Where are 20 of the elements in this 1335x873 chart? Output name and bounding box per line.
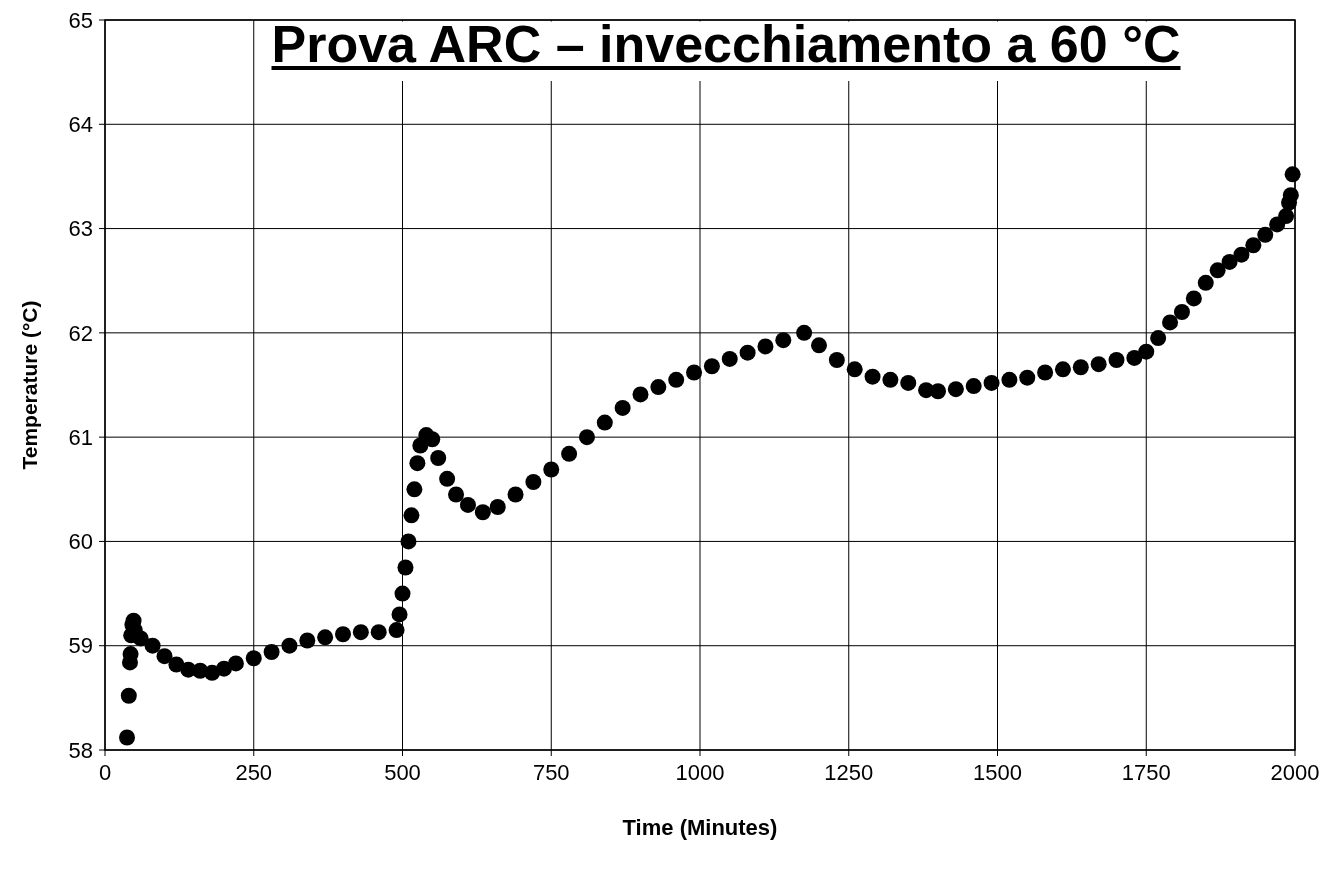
x-tick-label: 2000 — [1270, 760, 1320, 785]
x-axis-title: Time (Minutes) — [622, 815, 778, 840]
x-tick-label: 1750 — [1121, 760, 1171, 785]
x-tick-label: 0 — [98, 760, 112, 785]
y-tick-label: 59 — [68, 633, 93, 659]
y-tick-label: 60 — [68, 529, 93, 555]
y-tick-label: 64 — [68, 111, 93, 137]
x-tick-label: 1250 — [824, 760, 874, 785]
x-tick-label: 750 — [532, 760, 570, 785]
x-tick-label: 250 — [235, 760, 273, 785]
x-tick-label: 1500 — [973, 760, 1022, 785]
y-tick-label: 62 — [68, 320, 93, 346]
y-tick-label: 61 — [68, 424, 93, 450]
y-tick-label: 63 — [68, 216, 93, 242]
chart-title: Prova ARC – invecchiamento a 60 °C — [271, 15, 1181, 73]
x-tick-label: 500 — [384, 760, 421, 785]
y-axis-title: Temperature (°C) — [18, 300, 41, 470]
y-tick-label: 65 — [68, 7, 93, 33]
y-tick-label: 58 — [68, 737, 93, 763]
x-tick-label: 1000 — [675, 760, 725, 785]
